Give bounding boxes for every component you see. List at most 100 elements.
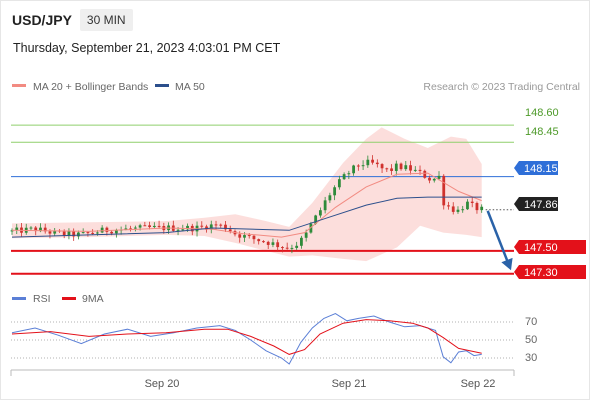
candle — [43, 223, 47, 234]
ma20-line — [11, 172, 482, 238]
rsi-line — [11, 313, 482, 365]
candle — [442, 174, 446, 210]
candle — [456, 206, 460, 214]
candle — [10, 228, 14, 235]
candle — [432, 178, 436, 183]
level-labels: 148.60 148.45 148.15 147.86 147.50 147.3… — [514, 107, 586, 279]
support-1-tag — [514, 240, 586, 254]
candle — [285, 242, 289, 250]
candle — [295, 241, 299, 250]
candlesticks — [10, 155, 484, 254]
candle — [133, 225, 137, 232]
candle — [413, 166, 417, 173]
candle — [347, 170, 351, 180]
candle — [437, 171, 441, 181]
pivot-tag — [514, 161, 558, 175]
candle — [224, 221, 227, 232]
candle — [53, 227, 57, 237]
rsi-legend-label: RSI — [33, 293, 51, 305]
rsi-tick-70: 70 — [525, 316, 537, 328]
ma20-legend-label: MA 20 + Bollinger Bands — [33, 81, 148, 93]
candle — [91, 229, 95, 236]
candle — [337, 175, 341, 190]
ma50-legend-label: MA 50 — [175, 81, 205, 93]
candle — [328, 192, 332, 203]
last-price-tag — [514, 197, 558, 211]
candle — [380, 163, 384, 174]
candle — [300, 235, 303, 249]
candle — [470, 197, 474, 208]
pivot-label: 148.15 — [524, 163, 558, 175]
candle — [466, 199, 469, 210]
ma20-legend-swatch — [12, 84, 26, 87]
forecast-arrow — [486, 210, 513, 271]
x-axis: Sep 20 Sep 21 Sep 22 — [10, 369, 515, 390]
candle — [157, 220, 161, 229]
candle — [461, 205, 465, 213]
candle — [399, 162, 403, 171]
candle — [361, 160, 365, 170]
candle — [219, 223, 223, 228]
candle — [428, 175, 431, 184]
candle — [333, 185, 337, 201]
candle — [390, 164, 393, 175]
candle — [409, 160, 412, 175]
candle — [86, 231, 90, 237]
candle — [262, 240, 265, 244]
candle — [15, 223, 19, 235]
ma50-legend-swatch — [155, 84, 169, 87]
candle — [385, 167, 389, 173]
candle — [266, 240, 270, 250]
support-2-label: 147.30 — [524, 267, 558, 279]
rsi-ma9-line — [11, 319, 482, 355]
candle — [209, 220, 213, 234]
candle — [129, 225, 133, 232]
x-label-sep20: Sep 20 — [145, 378, 180, 390]
rsi-tick-30: 30 — [525, 352, 537, 364]
candle — [475, 201, 479, 214]
rsi-tick-50: 50 — [525, 334, 537, 346]
support-1-label: 147.50 — [524, 242, 558, 254]
ma9-legend-swatch — [62, 297, 76, 300]
price-levels — [11, 124, 514, 275]
candle — [271, 238, 275, 248]
candle — [252, 234, 256, 244]
candle — [394, 160, 398, 176]
timeframe-badge[interactable]: 30 MIN — [79, 9, 133, 31]
candle — [480, 204, 484, 213]
candle — [352, 164, 355, 176]
ma50-line — [11, 196, 482, 238]
rsi-grid: 70 50 30 — [11, 316, 537, 364]
candle — [148, 221, 151, 230]
chart-header: USD/JPY 30 MIN — [12, 8, 133, 32]
support-2-tag — [514, 265, 586, 279]
symbol-label: USD/JPY — [12, 12, 72, 28]
candle — [404, 160, 408, 171]
candle — [257, 238, 261, 245]
ma9-legend-label: 9MA — [82, 293, 104, 305]
candle — [375, 159, 379, 168]
candle — [72, 228, 76, 241]
candle — [200, 221, 204, 229]
candle — [290, 244, 294, 254]
bollinger-band — [12, 127, 482, 262]
resistance-2-label: 148.60 — [525, 107, 559, 119]
forecast-arrow-shaft — [486, 210, 510, 264]
candle — [342, 172, 346, 180]
candle — [323, 196, 327, 214]
resistance-1-label: 148.45 — [525, 126, 559, 138]
candle — [371, 155, 374, 165]
candle — [152, 222, 156, 229]
candle — [423, 169, 427, 179]
candle — [67, 228, 71, 240]
forecast-arrow-head — [501, 257, 513, 271]
x-label-sep22: Sep 22 — [461, 378, 496, 390]
candle — [276, 239, 280, 252]
last-price-label: 147.86 — [524, 199, 558, 211]
rsi-legend-swatch — [12, 297, 26, 300]
candle — [356, 164, 360, 171]
candle — [100, 225, 104, 234]
candle — [318, 207, 322, 218]
candle — [366, 155, 370, 168]
